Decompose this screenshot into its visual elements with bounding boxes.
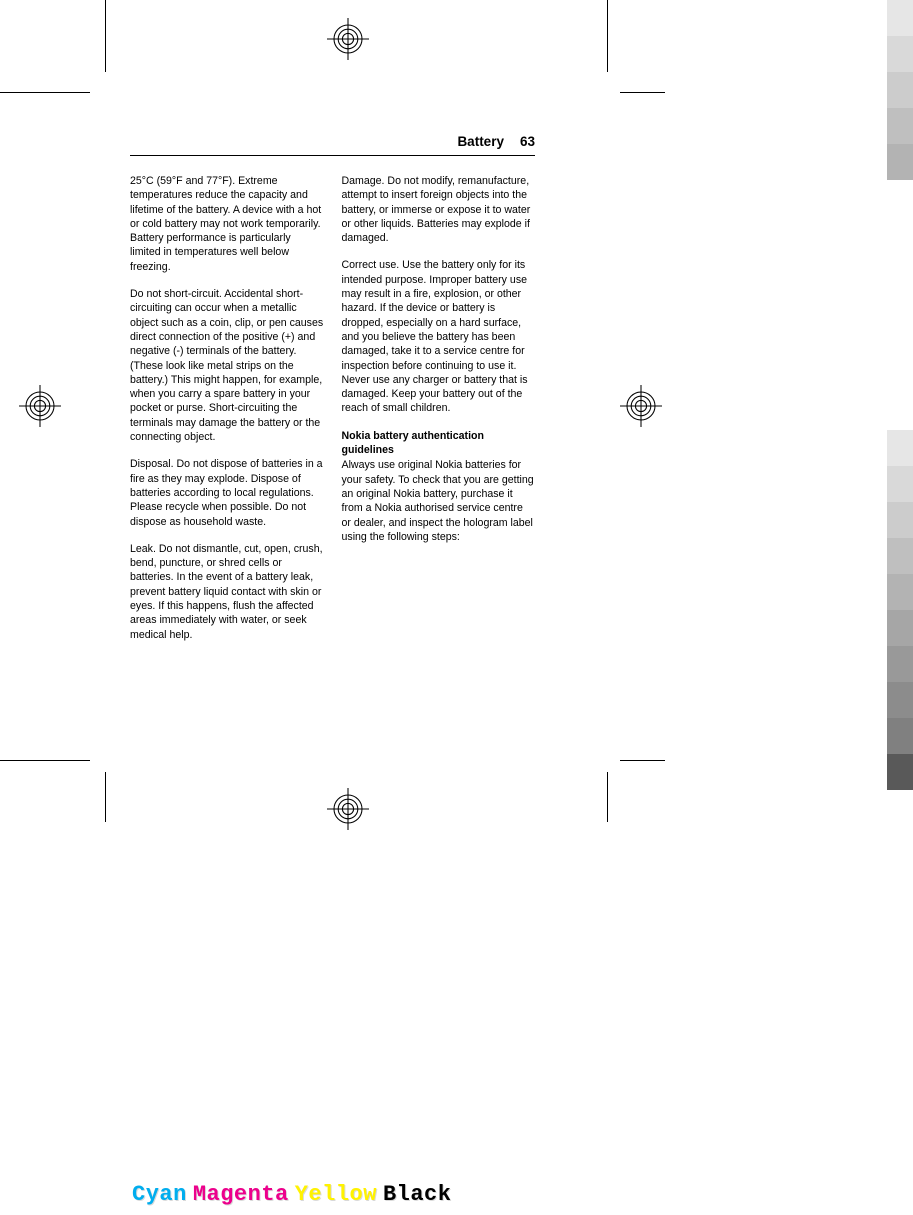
crop-mark <box>105 772 106 822</box>
colorbar-word: MagentaMagenta <box>193 1182 289 1207</box>
side-tab <box>887 610 913 646</box>
side-tabs-lower <box>887 430 913 790</box>
body-paragraph: Damage. Do not modify, remanufacture, at… <box>342 174 536 245</box>
side-tab <box>887 502 913 538</box>
colorbar-word: BlackBlack <box>383 1182 452 1207</box>
crop-mark <box>607 0 608 72</box>
side-tab <box>887 72 913 108</box>
side-tab <box>887 646 913 682</box>
header-section: Battery <box>457 134 504 149</box>
crop-mark <box>0 760 90 761</box>
side-tab <box>887 754 913 790</box>
text-columns: 25°C (59°F and 77°F). Extreme temperatur… <box>105 174 650 655</box>
page-frame: Battery 63 25°C (59°F and 77°F). Extreme … <box>105 80 650 765</box>
side-tab <box>887 574 913 610</box>
colorbar-word: YellowYellow <box>295 1182 377 1207</box>
left-column: 25°C (59°F and 77°F). Extreme temperatur… <box>130 174 324 655</box>
body-paragraph: Always use original Nokia batteries for … <box>342 458 536 544</box>
side-tab <box>887 36 913 72</box>
header-rule <box>130 155 535 156</box>
crop-mark <box>607 772 608 822</box>
body-paragraph: Do not short-circuit. Accidental short-c… <box>130 287 324 444</box>
colorbar-word: CyanCyan <box>132 1182 187 1207</box>
side-tab <box>887 0 913 36</box>
side-tab <box>887 144 913 180</box>
side-tabs-upper <box>887 0 913 180</box>
body-paragraph: 25°C (59°F and 77°F). Extreme temperatur… <box>130 174 324 274</box>
registration-mark-icon <box>327 788 369 830</box>
side-tab <box>887 466 913 502</box>
body-paragraph: Correct use. Use the battery only for it… <box>342 258 536 415</box>
registration-mark-icon <box>327 18 369 60</box>
registration-mark-icon <box>19 385 61 427</box>
right-column: Damage. Do not modify, remanufacture, at… <box>342 174 536 655</box>
side-tab <box>887 108 913 144</box>
header-page-number: 63 <box>520 134 535 149</box>
body-paragraph: Disposal. Do not dispose of batteries in… <box>130 457 324 528</box>
crop-mark <box>105 0 106 72</box>
running-header: Battery 63 <box>105 80 650 155</box>
side-tab <box>887 430 913 466</box>
side-tab <box>887 538 913 574</box>
body-paragraph: Leak. Do not dismantle, cut, open, crush… <box>130 542 324 642</box>
side-tab <box>887 718 913 754</box>
sub-heading: Nokia battery authentication guidelines <box>342 429 536 458</box>
side-tab <box>887 682 913 718</box>
crop-mark <box>0 92 90 93</box>
cmyk-colorbar: CyanCyanMagentaMagentaYellowYellowBlackB… <box>132 1182 451 1207</box>
